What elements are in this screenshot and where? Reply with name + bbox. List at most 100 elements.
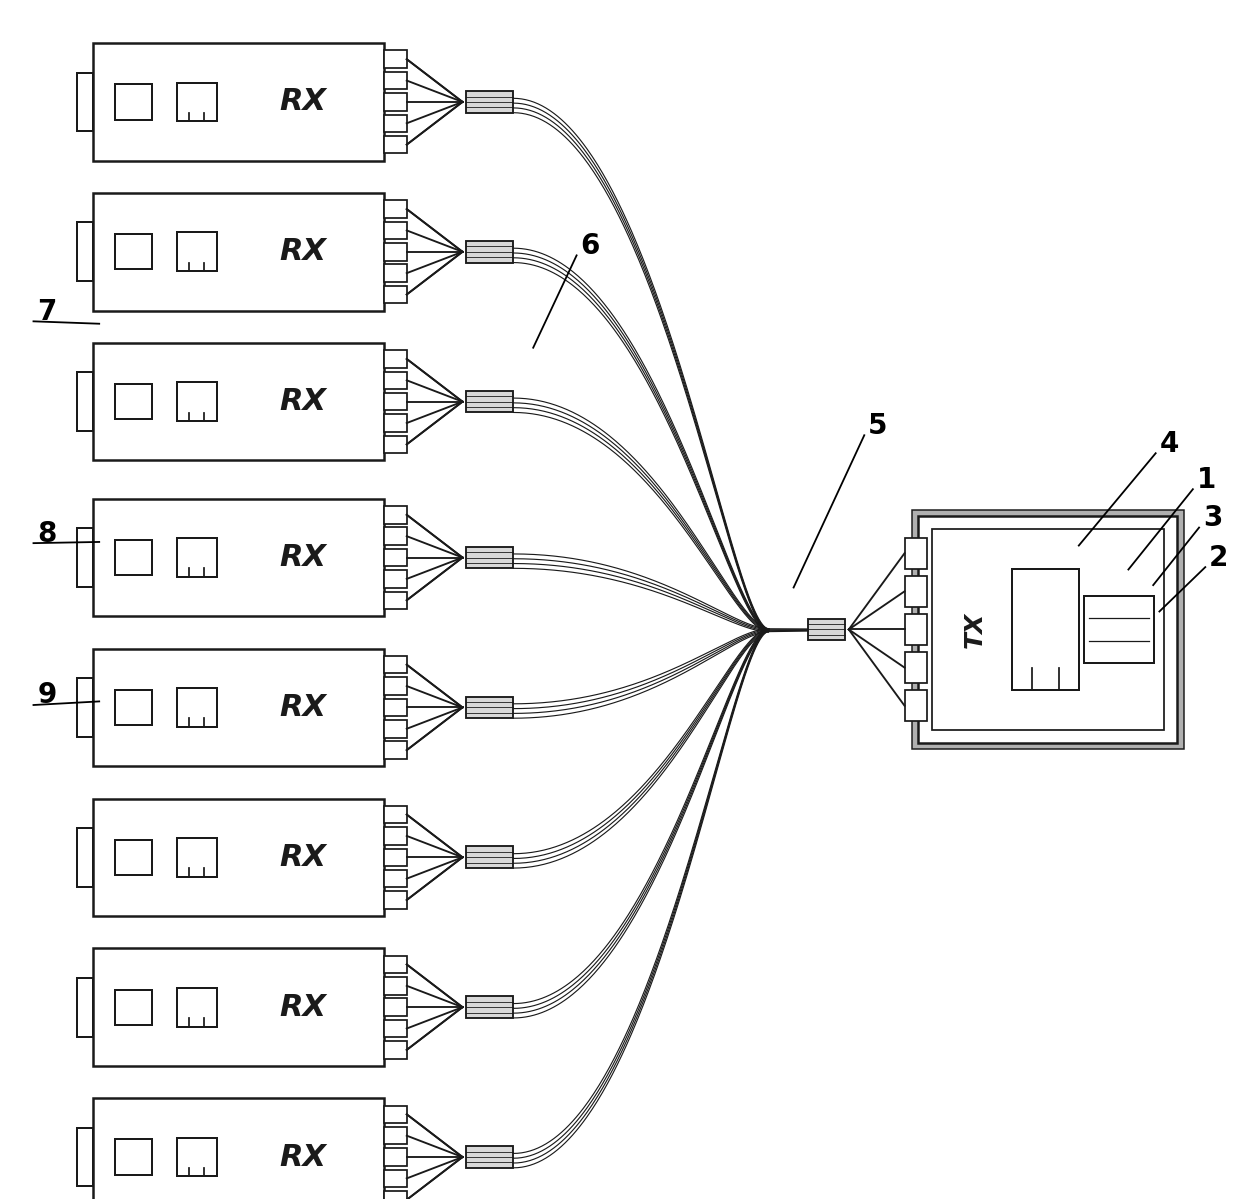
Bar — [77, 978, 93, 1036]
Bar — [904, 652, 926, 683]
Bar — [384, 870, 407, 887]
Text: RX: RX — [279, 237, 326, 266]
Text: 8: 8 — [37, 519, 57, 548]
Bar — [77, 72, 93, 131]
Bar — [911, 511, 1183, 748]
Bar — [115, 989, 151, 1025]
Bar — [77, 222, 93, 282]
Bar — [904, 576, 926, 607]
Bar — [384, 999, 407, 1016]
Bar — [115, 1139, 151, 1175]
Bar — [1084, 596, 1154, 663]
Bar — [384, 977, 407, 994]
Bar — [384, 415, 407, 432]
Bar — [77, 829, 93, 887]
Bar — [384, 200, 407, 218]
Bar — [384, 1105, 407, 1123]
Bar — [384, 827, 407, 844]
Text: RX: RX — [279, 993, 326, 1022]
Text: RX: RX — [279, 693, 326, 722]
Bar — [904, 537, 926, 568]
Text: RX: RX — [279, 88, 326, 116]
Bar — [93, 499, 384, 616]
Bar — [77, 528, 93, 586]
Bar — [1012, 568, 1079, 691]
Bar — [384, 50, 407, 68]
Text: 4: 4 — [1159, 429, 1179, 458]
Bar — [384, 350, 407, 368]
Bar — [384, 849, 407, 866]
Bar — [384, 115, 407, 132]
Bar — [466, 91, 513, 113]
Bar — [93, 948, 384, 1066]
Bar — [115, 689, 151, 725]
Bar — [77, 679, 93, 736]
Bar — [384, 1149, 407, 1165]
Bar — [93, 193, 384, 311]
Bar — [384, 222, 407, 239]
Bar — [384, 891, 407, 909]
Bar — [384, 72, 407, 89]
Bar — [176, 538, 217, 577]
Bar — [384, 435, 407, 453]
Bar — [904, 691, 926, 722]
Text: 6: 6 — [580, 231, 600, 260]
Text: 2: 2 — [1209, 543, 1229, 572]
Bar — [384, 656, 407, 674]
Bar — [384, 956, 407, 974]
Bar — [176, 83, 217, 121]
Text: TX: TX — [963, 611, 987, 647]
Text: RX: RX — [279, 543, 326, 572]
Bar — [115, 84, 151, 120]
Bar — [384, 571, 407, 588]
Bar — [384, 1191, 407, 1199]
Text: RX: RX — [279, 1143, 326, 1171]
Bar — [384, 285, 407, 303]
Text: 1: 1 — [1197, 465, 1216, 494]
Bar — [466, 391, 513, 412]
Bar — [115, 234, 151, 270]
Bar — [384, 549, 407, 566]
Bar — [384, 243, 407, 260]
Bar — [176, 382, 217, 421]
Bar — [466, 846, 513, 868]
Bar — [384, 591, 407, 609]
Bar — [93, 799, 384, 916]
Bar — [384, 1020, 407, 1037]
Bar — [904, 614, 926, 645]
Bar — [807, 619, 844, 640]
Bar — [93, 343, 384, 460]
Bar — [384, 1127, 407, 1144]
Bar — [384, 677, 407, 694]
Bar — [176, 688, 217, 727]
Text: RX: RX — [279, 843, 326, 872]
Bar — [176, 988, 217, 1026]
Bar — [384, 506, 407, 524]
Text: RX: RX — [279, 387, 326, 416]
Bar — [384, 721, 407, 737]
Bar — [384, 94, 407, 110]
Bar — [384, 806, 407, 824]
Bar — [115, 384, 151, 420]
Bar — [176, 838, 217, 876]
Bar — [384, 1170, 407, 1187]
Bar — [384, 741, 407, 759]
Bar — [932, 530, 1163, 729]
Bar — [77, 372, 93, 430]
Bar — [77, 1127, 93, 1187]
Bar — [93, 649, 384, 766]
Bar — [176, 233, 217, 271]
Bar — [466, 996, 513, 1018]
Text: 5: 5 — [868, 411, 888, 440]
Bar — [384, 372, 407, 388]
Text: 3: 3 — [1203, 504, 1223, 532]
Bar — [115, 839, 151, 875]
Bar — [93, 43, 384, 161]
Text: 7: 7 — [37, 297, 57, 326]
Bar — [176, 1138, 217, 1176]
Bar — [466, 1146, 513, 1168]
Bar — [93, 1098, 384, 1199]
Bar — [466, 547, 513, 568]
Bar — [466, 697, 513, 718]
Bar — [918, 517, 1178, 743]
